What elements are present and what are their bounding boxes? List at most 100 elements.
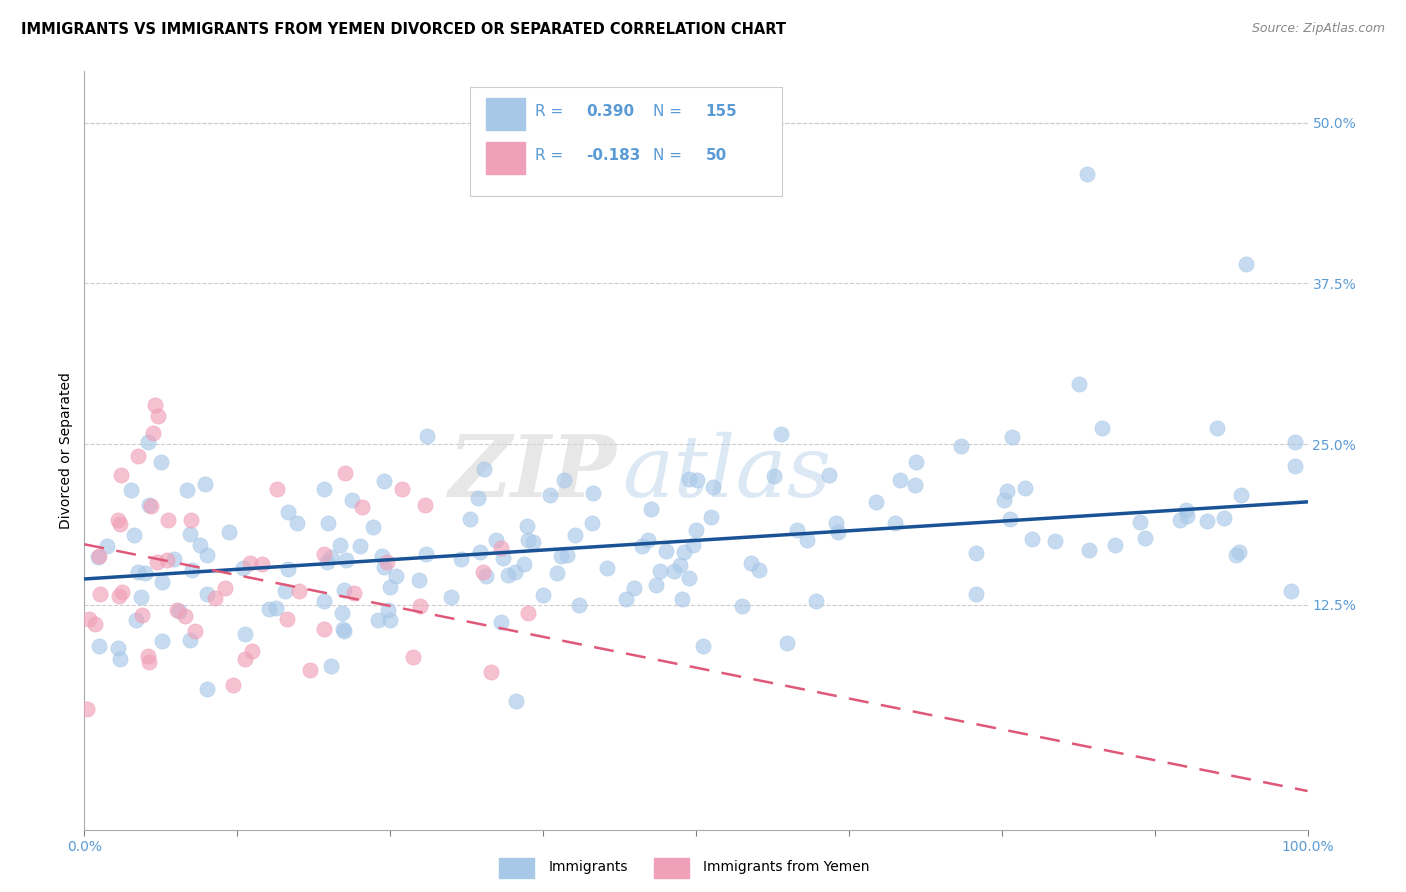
Point — [146, 555, 169, 569]
Point — [1067, 376, 1090, 391]
Point — [312, 547, 335, 561]
Point — [194, 476, 217, 491]
Bar — [485, 142, 524, 174]
Point — [218, 524, 240, 539]
Point — [450, 551, 472, 566]
Point — [517, 533, 540, 547]
Point — [1205, 421, 1227, 435]
Point — [333, 466, 356, 480]
Point — [769, 427, 792, 442]
Point — [89, 549, 111, 563]
Point — [108, 652, 131, 666]
Point — [496, 567, 519, 582]
Point — [361, 519, 384, 533]
Point — [83, 617, 105, 632]
Point — [377, 603, 399, 617]
Point — [1170, 513, 1192, 527]
Point — [1014, 481, 1036, 495]
Point — [314, 482, 336, 496]
Point — [166, 603, 188, 617]
Point — [686, 473, 709, 487]
Point — [648, 564, 671, 578]
Point — [127, 565, 149, 579]
Point — [1230, 488, 1253, 502]
Point — [596, 560, 619, 574]
Point — [330, 606, 353, 620]
Point — [143, 399, 166, 413]
Point — [312, 622, 335, 636]
Point — [692, 639, 714, 653]
Point — [731, 599, 754, 613]
Point — [111, 585, 134, 599]
Point — [995, 484, 1018, 499]
Point — [1076, 167, 1098, 181]
Point — [77, 612, 100, 626]
Point — [232, 560, 254, 574]
Point — [134, 566, 156, 580]
Point — [1104, 538, 1126, 552]
Point — [1284, 434, 1306, 449]
Point — [553, 473, 575, 487]
Point — [413, 498, 436, 512]
Point — [179, 633, 201, 648]
Point — [89, 587, 111, 601]
Point — [167, 604, 190, 618]
Point — [1021, 532, 1043, 546]
Point — [965, 586, 987, 600]
Point — [678, 571, 700, 585]
Point — [142, 425, 165, 440]
Point — [905, 455, 928, 469]
Text: -0.183: -0.183 — [586, 148, 640, 163]
Point — [257, 602, 280, 616]
Point — [640, 502, 662, 516]
Point — [786, 523, 808, 537]
Point — [865, 495, 887, 509]
Point — [110, 468, 132, 483]
Point — [416, 429, 439, 443]
Point — [408, 599, 430, 613]
Point — [702, 480, 724, 494]
Point — [233, 627, 256, 641]
Point — [214, 581, 236, 595]
Point — [277, 562, 299, 576]
Point — [818, 467, 841, 482]
Point — [673, 545, 696, 559]
Point — [568, 599, 591, 613]
Text: 0.390: 0.390 — [586, 104, 634, 119]
Text: Immigrants from Yemen: Immigrants from Yemen — [703, 860, 869, 874]
Point — [475, 569, 498, 583]
Text: Immigrants: Immigrants — [548, 860, 628, 874]
Point — [479, 665, 502, 679]
Point — [503, 566, 526, 580]
Point — [889, 473, 911, 487]
Point — [564, 527, 586, 541]
Point — [89, 639, 111, 653]
Point — [276, 612, 298, 626]
Point — [512, 557, 534, 571]
Text: ZIP: ZIP — [449, 432, 616, 515]
Point — [1091, 421, 1114, 435]
Point — [825, 516, 848, 530]
Point — [288, 583, 311, 598]
Point — [129, 591, 152, 605]
Point — [998, 512, 1021, 526]
Point — [188, 538, 211, 552]
Point — [505, 694, 527, 708]
Point — [1284, 459, 1306, 474]
Point — [127, 449, 149, 463]
Point — [1279, 583, 1302, 598]
Point — [197, 587, 219, 601]
Point — [139, 500, 162, 514]
Point — [108, 516, 131, 531]
Point — [581, 516, 603, 530]
Point — [240, 644, 263, 658]
Point — [250, 557, 273, 571]
Point — [181, 563, 204, 577]
Point — [582, 486, 605, 500]
Point — [1213, 510, 1236, 524]
Point — [384, 569, 406, 583]
Point — [138, 498, 160, 512]
Point — [1001, 430, 1024, 444]
Point — [1225, 548, 1247, 562]
Point — [630, 539, 652, 553]
